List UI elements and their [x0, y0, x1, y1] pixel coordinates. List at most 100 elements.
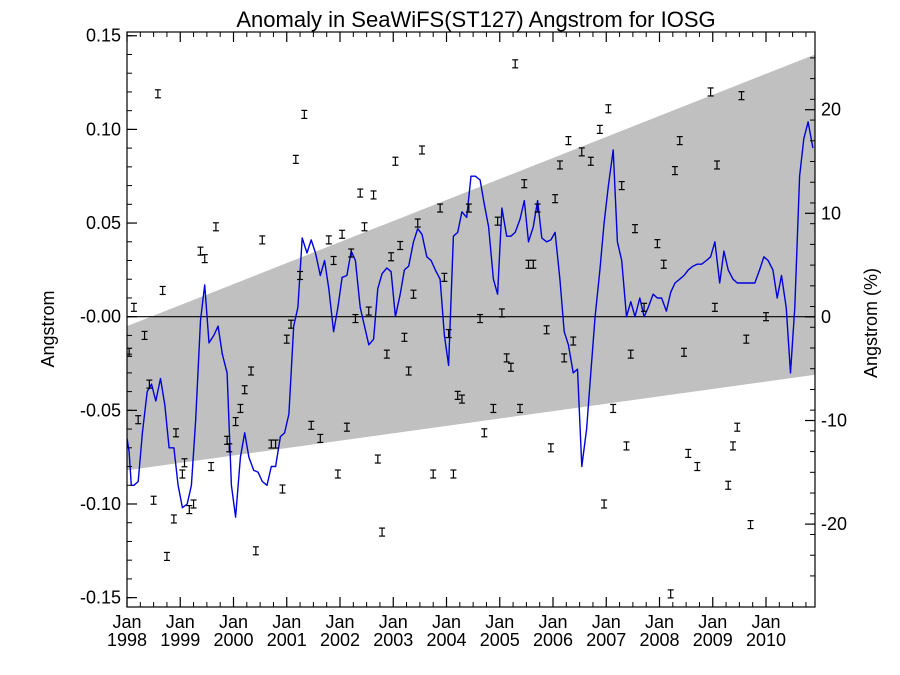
error-bar-point	[561, 353, 568, 363]
error-bar-point	[507, 362, 514, 372]
error-bar-point	[159, 285, 166, 296]
x-tick-year: 2006	[533, 630, 573, 650]
error-bar-point	[552, 194, 559, 204]
x-tick-month: Jan	[538, 612, 567, 632]
y-tick-label: -0.15	[80, 588, 121, 608]
error-bar-point	[578, 147, 585, 157]
error-bar-point	[660, 259, 667, 269]
error-bar-point	[623, 441, 630, 451]
x-tick-month: Jan	[592, 612, 621, 632]
error-bar-point	[179, 469, 186, 479]
error-bar-point	[388, 252, 395, 262]
error-bar-point	[343, 422, 350, 432]
x-tick-month: Jan	[112, 612, 141, 632]
error-bar-point	[547, 443, 554, 453]
y2-tick-label: 0	[821, 307, 831, 327]
x-tick-year: 2004	[426, 630, 466, 650]
error-bar-point	[330, 255, 337, 266]
error-bar-point	[556, 160, 563, 170]
error-bar-point	[308, 420, 315, 430]
error-bar-point	[437, 203, 444, 213]
error-bar-point	[458, 394, 465, 404]
x-tick-month: Jan	[645, 612, 674, 632]
x-tick-year: 2000	[213, 630, 253, 650]
y-tick-label: 0.15	[86, 26, 121, 46]
x-tick-month: Jan	[325, 612, 354, 632]
error-bar-point	[465, 203, 472, 213]
error-bar-point	[154, 89, 161, 99]
error-bar-point	[392, 156, 399, 166]
error-bar-point	[410, 289, 417, 299]
error-bar-point	[477, 313, 484, 324]
error-bar-point	[181, 458, 188, 468]
x-tick-year: 2009	[693, 630, 733, 650]
y-tick-label: 0.10	[86, 119, 121, 139]
error-bar-point	[414, 218, 421, 228]
error-bar-point	[405, 366, 412, 376]
x-tick-month: Jan	[432, 612, 461, 632]
error-bar-point	[370, 190, 377, 200]
error-bar-point	[441, 272, 448, 282]
error-bar-point	[481, 428, 488, 438]
y-tick-label: 0.05	[86, 213, 121, 233]
error-bar-point	[763, 312, 770, 322]
error-bar-point	[503, 353, 510, 363]
error-bar-point	[186, 505, 193, 515]
error-bar-point	[248, 366, 255, 376]
error-bar-point	[490, 403, 497, 414]
error-bar-point	[632, 224, 639, 234]
x-tick-year: 2003	[373, 630, 413, 650]
error-bar-point	[711, 302, 718, 312]
error-bar-point	[601, 499, 608, 509]
error-bar-point	[596, 124, 603, 134]
error-bar-point	[208, 461, 215, 472]
anomaly-line	[127, 121, 814, 518]
error-bar-point	[357, 188, 364, 198]
error-bar-point	[135, 415, 142, 425]
error-bar-point	[339, 229, 346, 239]
x-tick-month: Jan	[485, 612, 514, 632]
y2-tick-label: 10	[821, 203, 841, 223]
error-bar-point	[348, 248, 355, 258]
error-bar-point	[530, 259, 537, 269]
error-bar-point	[570, 336, 577, 346]
error-bar-point	[197, 246, 204, 256]
error-bar-point	[494, 216, 501, 226]
error-bar-point	[516, 403, 523, 414]
error-bar-point	[454, 390, 461, 400]
error-bar-point	[212, 222, 219, 232]
x-tick-year: 2008	[639, 630, 679, 650]
error-bar-point	[325, 235, 332, 245]
error-bar-point	[226, 443, 233, 453]
x-tick-month: Jan	[272, 612, 301, 632]
error-bar-point	[694, 461, 701, 472]
error-bar-point	[707, 87, 714, 97]
error-bar-point	[288, 319, 295, 329]
error-bar-point	[397, 240, 404, 251]
error-bar-point	[627, 349, 634, 359]
error-bar-point	[610, 403, 617, 414]
y-tick-label: -0.10	[80, 494, 121, 514]
error-bar-point	[317, 433, 324, 444]
x-tick-month: Jan	[698, 612, 727, 632]
error-bar-point	[297, 270, 304, 281]
error-bar-point	[729, 441, 736, 451]
error-bar-point	[565, 136, 572, 146]
error-bar-point	[430, 469, 437, 479]
error-bar-point	[498, 308, 505, 318]
error-bar-point	[259, 235, 266, 245]
error-bar-point	[150, 495, 157, 505]
x-tick-year: 1998	[107, 630, 147, 650]
error-bar-point	[587, 156, 594, 166]
y-axis-label: Angstrom	[38, 290, 58, 367]
x-tick-year: 1999	[160, 630, 200, 650]
error-bar-point	[681, 347, 688, 357]
x-tick-month: Jan	[166, 612, 195, 632]
error-bar-point	[292, 154, 299, 164]
error-bar-point	[272, 439, 279, 449]
error-bar-point	[334, 469, 341, 479]
error-bar-point	[190, 499, 197, 509]
y2-tick-label: -20	[821, 514, 847, 534]
error-bar-point	[170, 514, 177, 524]
error-bar-point	[714, 160, 721, 170]
